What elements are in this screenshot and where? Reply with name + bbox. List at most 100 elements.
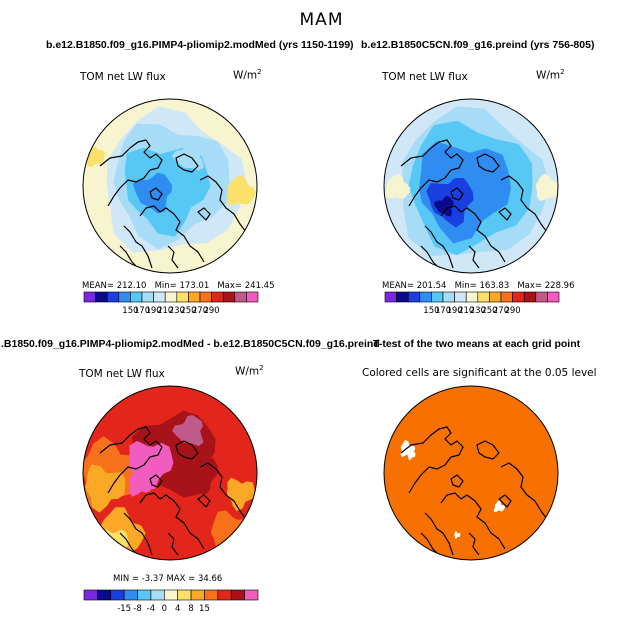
panel-2-colorbar-swatch [419, 291, 432, 303]
panel-2-colorbar-tick-label: 290 [504, 306, 520, 316]
panel-1-colorbar-swatch [153, 291, 166, 303]
panel-1-colorbar-swatch [176, 291, 189, 303]
panel-3-colorbar: -15 -8 -4 0 4 8 15 [83, 589, 259, 614]
panel-3-map-contour-region [129, 467, 154, 497]
panel-3-colorbar-tick-label: 8 [188, 604, 193, 614]
panel-2-colorbar-swatch [547, 291, 560, 303]
panel-4-map-coastline [468, 532, 480, 556]
panel-2-colorbar-swatch [535, 291, 548, 303]
panel-3-map [82, 385, 258, 561]
panel-3-colorbar-swatch [110, 589, 125, 601]
panel-1-colorbar-tick-label: 270 [192, 306, 208, 316]
panel-3-colorbar-swatch [230, 589, 245, 601]
panel-1-mean: 212.10 [116, 281, 147, 291]
panel-4-map [383, 385, 559, 561]
panel-3-map-contour-region [100, 529, 130, 560]
panel-3-map-coastline [199, 462, 247, 520]
panel-2-map-coastline [400, 139, 464, 207]
panel-2-map-coastline [440, 205, 506, 263]
panel-1-map-coastline [123, 225, 153, 269]
panel-2-colorbar-tick-label: 190 [446, 306, 462, 316]
panel-1-stats: MEAN= 212.10 Min= 173.01 Max= 241.45 [82, 281, 275, 291]
panel-2-colorbar-swatch [477, 291, 490, 303]
panel-1-map-coastline [167, 245, 179, 269]
panel-1-colorbar-tick-label: 250 [180, 306, 196, 316]
panel-2-min: 163.83 [479, 281, 510, 291]
panel-2-colorbar-swatch [454, 291, 467, 303]
panel-3-map-coastline [197, 494, 211, 508]
panel-1-colorbar-swatch [130, 291, 143, 303]
panel-1-colorbar-swatch [95, 291, 108, 303]
panel-1-map-coastline [119, 245, 139, 269]
panel-4-map-coastline [500, 462, 548, 520]
panel-2-title: b.e12.B1850C5CN.f09_g16.preind (yrs 756-… [361, 39, 595, 51]
panel-1-colorbar-tick-label: 150 [122, 306, 138, 316]
panel-4-map-coastline [440, 492, 506, 550]
panel-1-map-coastline [199, 175, 247, 233]
panel-3-title: .B1850.f09_g16.PIMP4-pliomip2.modMed - b… [1, 338, 380, 350]
panel-4-map-coastline [450, 474, 464, 488]
panel-4-map-coastline [476, 440, 500, 460]
panel-3-map-contour-region [226, 477, 255, 512]
panel-4-map-contour-region [493, 500, 506, 513]
panel-2-map [383, 98, 559, 274]
panel-2-map-contour-region [536, 173, 558, 201]
panel-3-colorbar-swatch [83, 589, 98, 601]
panel-2-colorbar-swatch [489, 291, 502, 303]
panel-4-map-coastline [498, 494, 512, 508]
panel-4-map-field [384, 386, 558, 560]
panel-3-colorbar-swatch [123, 589, 138, 601]
panel-4-annotation: Colored cells are significant at the 0.0… [362, 367, 597, 379]
panel-2-colorbar-tick-label: 210 [458, 306, 474, 316]
panel-2-map-coastline [424, 225, 454, 269]
panel-3-map-contour-region [180, 455, 219, 496]
panel-3-map-coastline [167, 532, 179, 556]
panel-2-stats: MEAN= 201.54 Min= 163.83 Max= 228.96 [382, 281, 575, 291]
panel-1-variable: TOM net LW flux [80, 71, 166, 83]
panel-3-units: W/m2 [235, 364, 264, 378]
panel-1-max: 241.45 [244, 281, 275, 291]
panel-2-colorbar-tick-label: 230 [470, 306, 486, 316]
panel-1-title: b.e12.B1850.f09_g16.PIMP4-pliomip2.modMe… [46, 39, 354, 51]
panel-2-map-coastline [468, 245, 480, 269]
panel-2-units: W/m2 [536, 68, 565, 82]
panel-2-colorbar-tick-label: 170 [435, 306, 451, 316]
panel-1-map-coastline [139, 205, 205, 263]
panel-3-map-contour-region [84, 464, 126, 513]
figure-title: MAM [299, 10, 344, 30]
panel-1-map-coastline [197, 207, 211, 221]
panel-1-map-coastline [99, 139, 163, 207]
panel-2-map-coastline [476, 153, 500, 173]
panel-3-colorbar-tick-label: -15 [117, 604, 131, 614]
panel-3-colorbar-swatch [244, 589, 259, 601]
panel-4-map-contour-region [454, 531, 461, 539]
panel-1-colorbar-swatch [164, 291, 178, 303]
panel-1-colorbar-tick-label: 290 [203, 306, 219, 316]
panel-2-colorbar-swatch [442, 291, 455, 303]
panel-2-colorbar-tick-label: 150 [423, 306, 439, 316]
panel-3-colorbar-swatch [177, 589, 192, 601]
panel-1-map-coastline [175, 153, 199, 173]
panel-1-colorbar-tick-label: 230 [169, 306, 185, 316]
panel-2-map-field [384, 99, 558, 273]
panel-3-min: -3.37 [141, 574, 164, 584]
panel-1-map-contour-region [133, 172, 173, 214]
panel-3-colorbar-swatch [190, 589, 205, 601]
panel-2-map-coastline [498, 207, 512, 221]
panel-3-variable: TOM net LW flux [79, 368, 165, 380]
panel-2-colorbar-swatch [523, 291, 537, 303]
panel-3-colorbar-tick-label: -4 [147, 604, 155, 614]
panel-3-colorbar-tick-label: 15 [199, 604, 210, 614]
panel-2-map-contour-region [434, 195, 455, 217]
panel-1-colorbar-swatch [141, 291, 154, 303]
panel-2-colorbar-tick-label: 250 [481, 306, 497, 316]
panel-4-map-coastline [420, 532, 440, 556]
panel-1-colorbar-tick-label: 170 [134, 306, 150, 316]
panel-2-colorbar-swatch [431, 291, 444, 303]
panel-3-stats: MIN = -3.37 MAX = 34.66 [113, 574, 223, 584]
panel-1-map-field [83, 99, 257, 273]
panel-4-map-coastline [424, 512, 454, 556]
panel-4-map-background [384, 386, 558, 560]
panel-2-map-coastline [420, 245, 440, 269]
panel-4-map-coastline [400, 426, 464, 494]
